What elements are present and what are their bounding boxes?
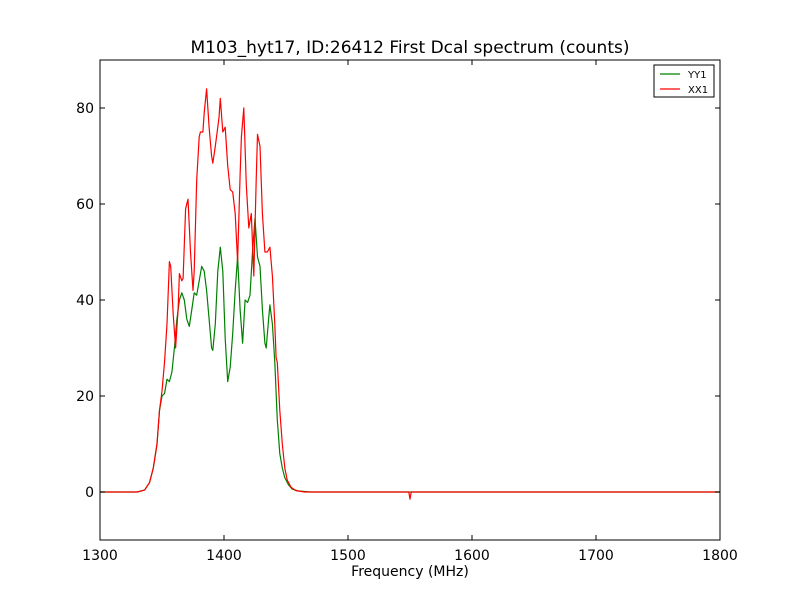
series-line-xx1 [100, 88, 720, 500]
legend-label-yy1: YY1 [687, 70, 707, 81]
y-tick-label: 60 [76, 197, 94, 213]
y-tick-label: 0 [85, 485, 94, 501]
x-tick-label: 1800 [702, 548, 738, 564]
y-tick-label: 20 [76, 389, 94, 405]
x-tick-label: 1700 [578, 548, 614, 564]
x-tick-label: 1400 [206, 548, 242, 564]
legend: YY1 XX1 [653, 64, 715, 98]
chart-title: M103_hyt17, ID:26412 First Dcal spectrum… [191, 38, 630, 58]
x-tick-label: 1600 [454, 548, 490, 564]
plot-background [100, 60, 720, 540]
legend-frame [653, 64, 715, 98]
x-tick-label: 1500 [330, 548, 366, 564]
x-tick-label: 1300 [82, 548, 118, 564]
series-line-yy1 [100, 217, 720, 493]
legend-label-xx1: XX1 [688, 85, 708, 96]
y-tick-label: 80 [76, 101, 94, 117]
x-axis-label: Frequency (MHz) [351, 564, 469, 580]
y-tick-label: 40 [76, 293, 94, 309]
plot-area: 1300 1400 1500 1600 1700 1800 0 20 40 60 80 [76, 59, 738, 564]
series-layer [100, 88, 720, 500]
ticks-layer: 1300 1400 1500 1600 1700 1800 0 20 40 60 80 [76, 60, 738, 564]
